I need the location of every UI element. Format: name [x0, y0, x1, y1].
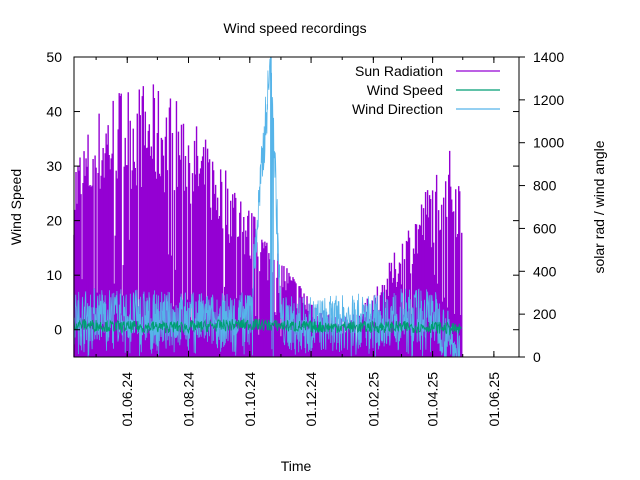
y-tick-label: 40 [46, 104, 62, 120]
legend-label: Wind Speed [367, 82, 443, 98]
axes: 50 40 30 20 10 0 1400 1200 1000 800 600 400 200 0 01.0… [46, 49, 564, 427]
plot-border [73, 56, 520, 358]
y2-tick-label: 1000 [533, 135, 564, 151]
x-tick-label: 01.06.25 [486, 372, 502, 427]
series-lines [73, 57, 462, 358]
wind-speed-line [73, 318, 462, 336]
wind-direction-line [73, 58, 462, 358]
x-tick-label: 01.12.24 [303, 372, 319, 427]
y2-tick-label: 400 [533, 263, 557, 279]
x-axis-label: Time [281, 458, 312, 474]
chart-title: Wind speed recordings [223, 20, 366, 36]
y2-tick-label: 600 [533, 220, 557, 236]
y2-tick-label: 0 [533, 349, 541, 365]
y-tick-label: 30 [46, 158, 62, 174]
y2-tick-label: 200 [533, 306, 557, 322]
y2-tick-label: 800 [533, 178, 557, 194]
y-axis-label: Wind Speed [8, 169, 24, 245]
y2-tick-label: 1200 [533, 92, 564, 108]
y-tick-label: 0 [54, 322, 62, 338]
y2-axis-label: solar rad / wind angle [591, 140, 607, 273]
legend: Sun Radiation Wind Speed Wind Direction [352, 63, 500, 117]
y-tick-label: 20 [46, 213, 62, 229]
legend-label: Sun Radiation [355, 63, 443, 79]
x-tick-label: 01.02.25 [365, 372, 381, 427]
x-tick-label: 01.08.24 [181, 372, 197, 427]
y-tick-label: 10 [46, 267, 62, 283]
x-tick-label: 01.10.24 [242, 372, 258, 427]
y2-tick-label: 1400 [533, 49, 564, 65]
legend-label: Wind Direction [352, 101, 443, 117]
x-tick-label: 01.06.24 [119, 372, 135, 427]
x-tick-label: 01.04.25 [425, 372, 441, 427]
y-tick-label: 50 [46, 49, 62, 65]
